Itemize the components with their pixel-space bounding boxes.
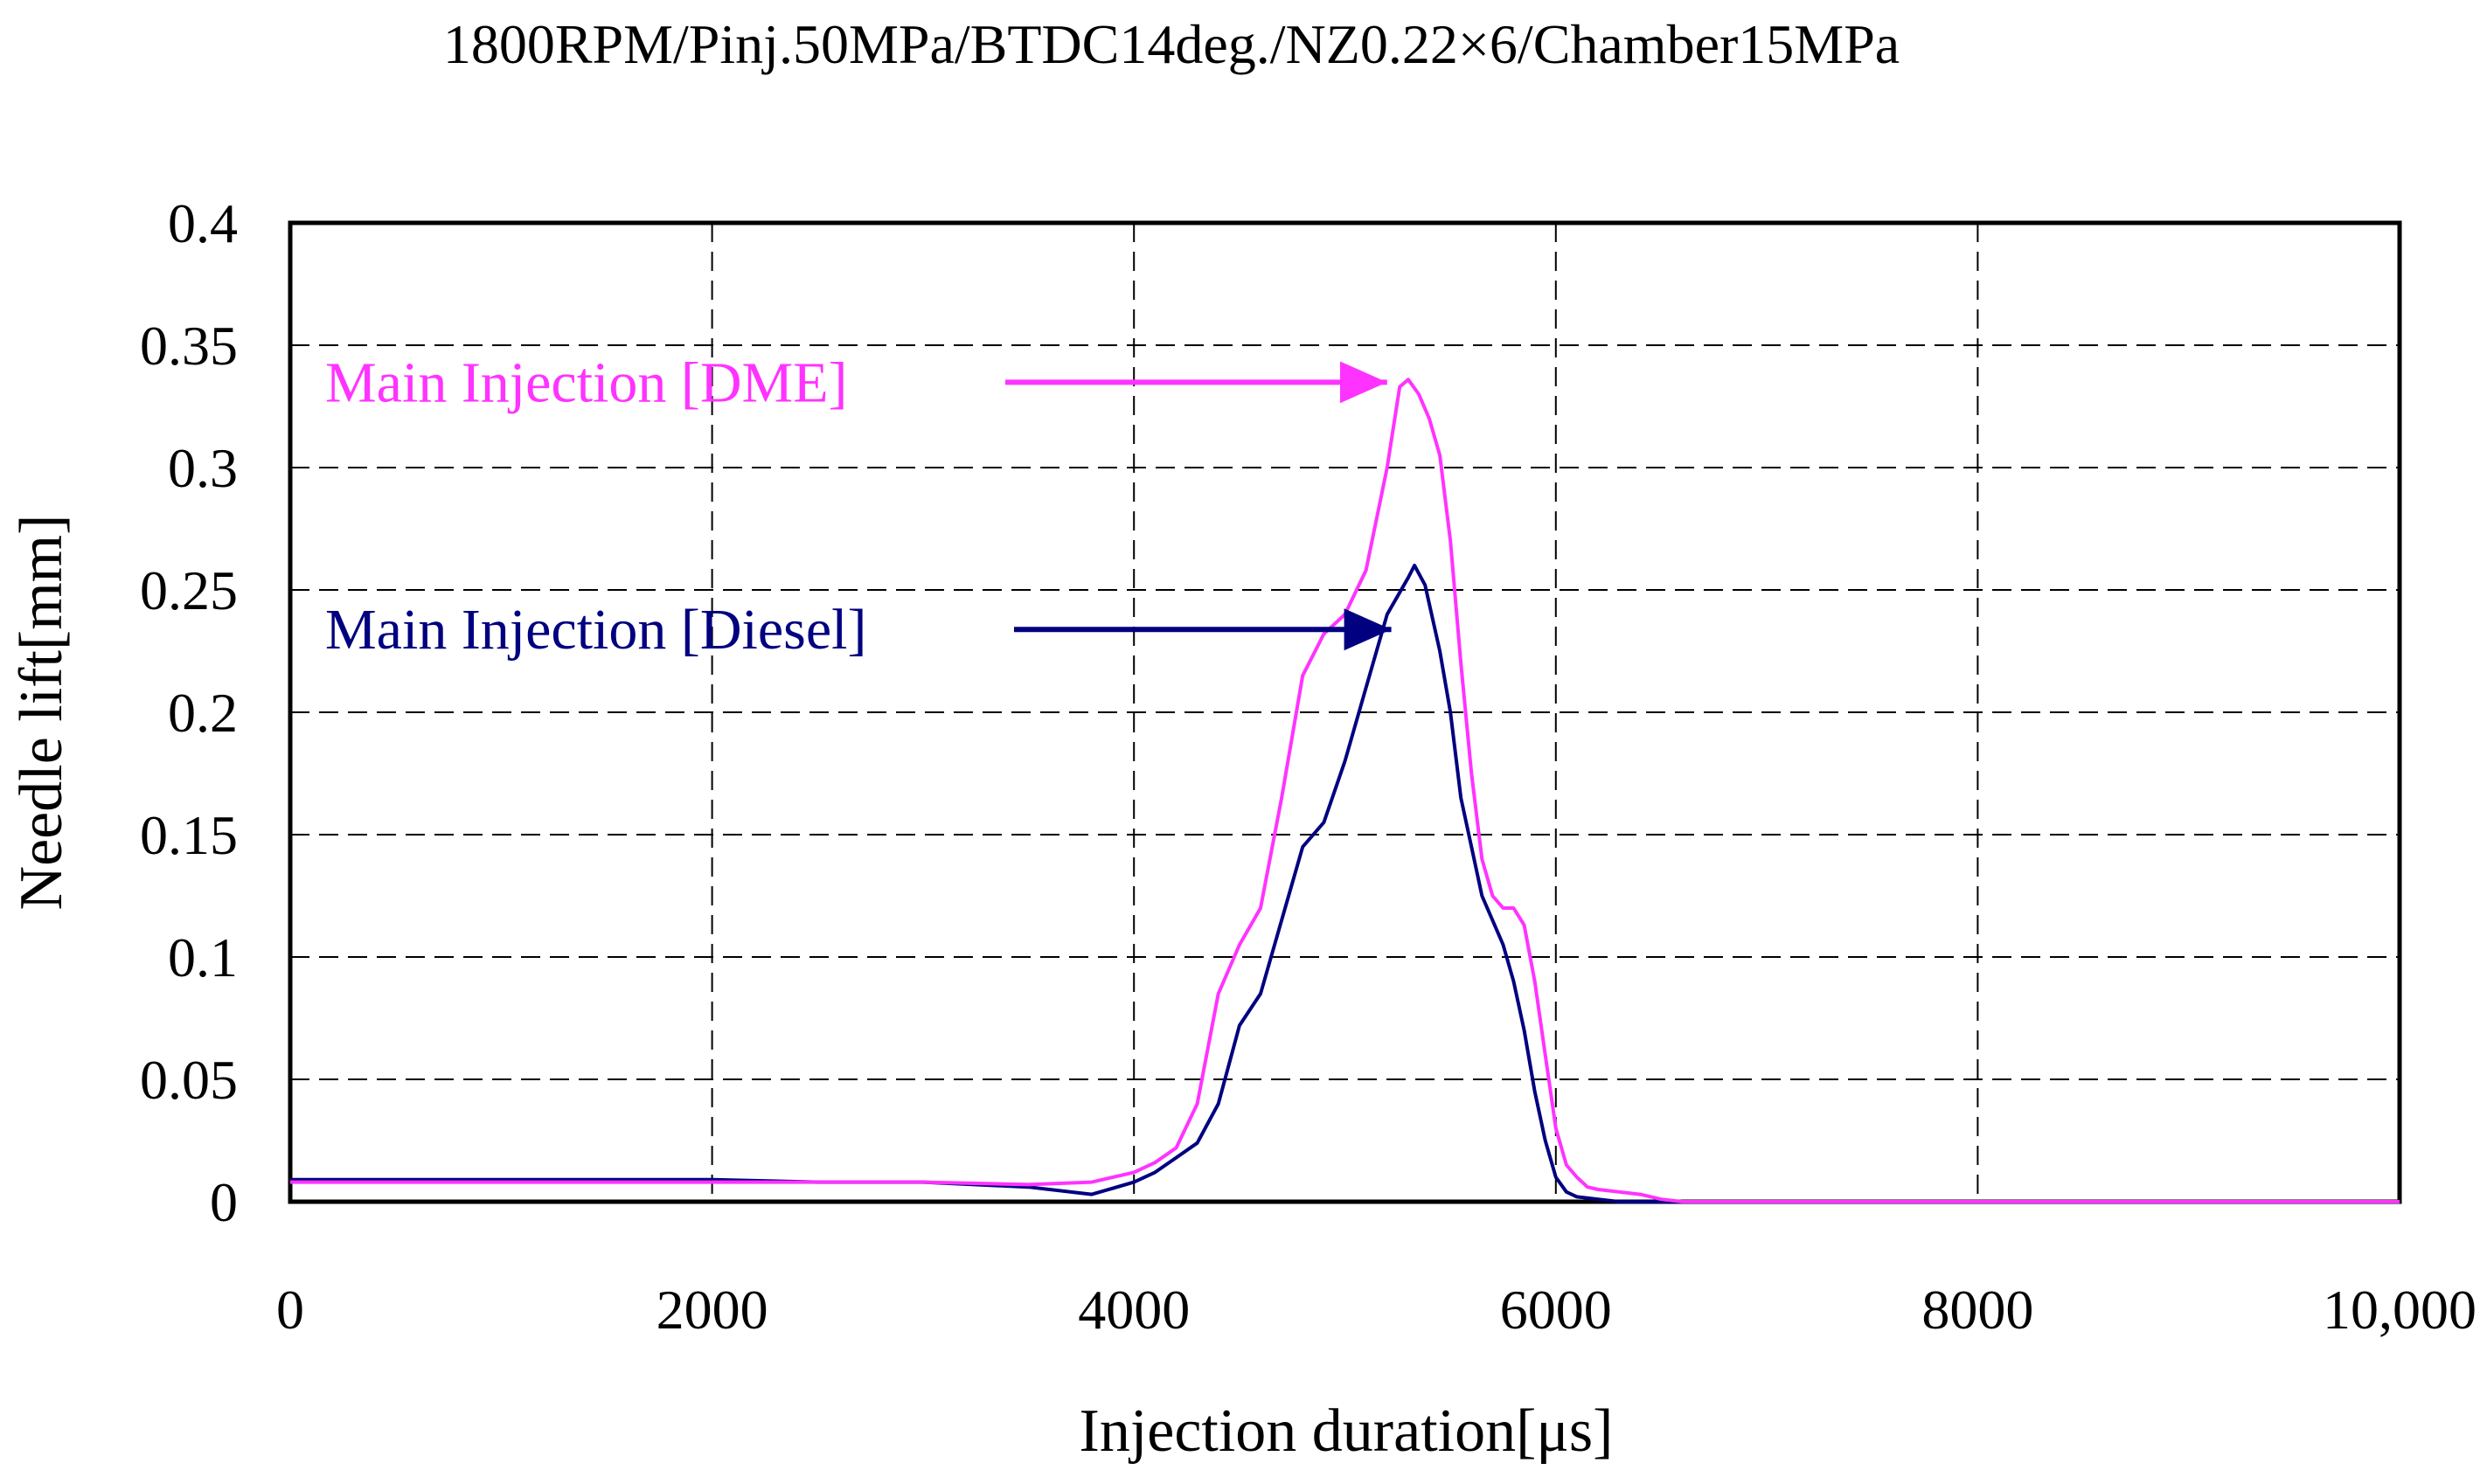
y-tick-label: 0.4 <box>168 192 238 254</box>
grid-lines <box>290 223 2400 1202</box>
annotation-diesel-label: Main Injection [Diesel] <box>325 598 866 662</box>
x-tick-label: 2000 <box>656 1279 768 1341</box>
x-tick-label: 0 <box>276 1279 304 1341</box>
y-tick-label: 0 <box>210 1171 238 1233</box>
x-tick-label: 6000 <box>1500 1279 1612 1341</box>
y-tick-label: 0.05 <box>140 1049 238 1111</box>
y-tick-label: 0.25 <box>140 559 238 621</box>
y-tick-label: 0.2 <box>168 682 238 744</box>
annotations: Main Injection [DME] Main Injection [Dies… <box>325 350 1392 662</box>
x-tick-label: 4000 <box>1078 1279 1190 1341</box>
y-tick-label: 0.35 <box>140 315 238 377</box>
series-lines <box>290 378 2400 1203</box>
y-tick-label: 0.1 <box>168 926 238 988</box>
plot-area-frame <box>288 220 2402 1204</box>
x-tick-label: 10,000 <box>2323 1279 2477 1341</box>
y-axis-label: Needle lift[mm] <box>8 515 75 911</box>
series-line-dme <box>290 378 2400 1203</box>
y-tick-label: 0.15 <box>140 804 238 866</box>
x-axis-label: Injection duration[μs] <box>1080 1397 1614 1465</box>
chart-title: 1800RPM/Pinj.50MPa/BTDC14deg./NZ0.22×6/C… <box>443 13 1900 75</box>
x-tick-label: 8000 <box>1921 1279 2033 1341</box>
tick-labels: 0 0.05 0.1 0.15 0.2 0.25 0.3 0.35 0.4 0 2000 4000 60… <box>140 192 2477 1341</box>
annotation-dme-label: Main Injection [DME] <box>325 350 848 414</box>
y-tick-label: 0.3 <box>168 437 238 499</box>
